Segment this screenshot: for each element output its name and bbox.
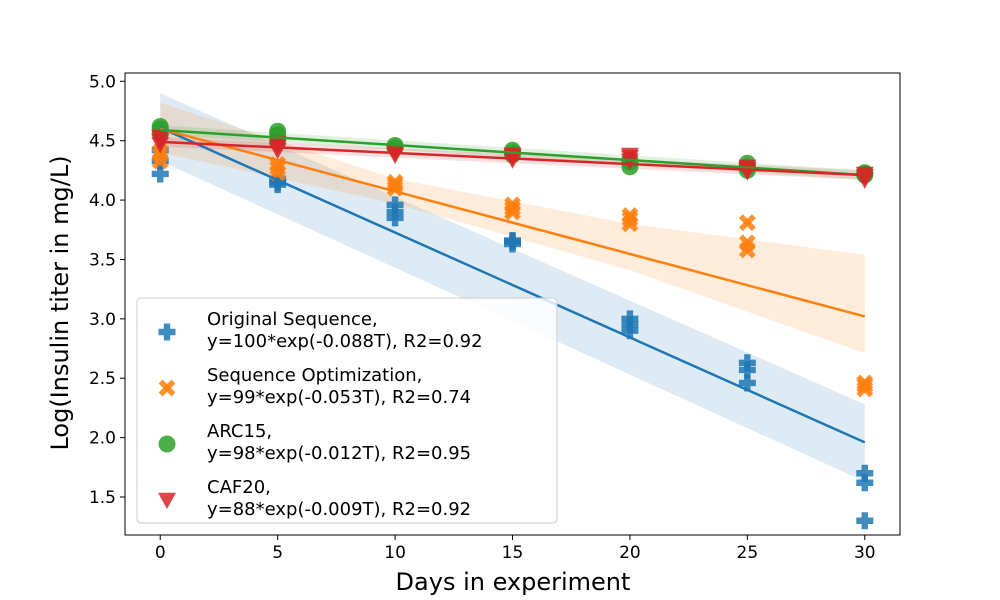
y-tick-label-2: 2.5 [89, 369, 116, 389]
x-tick-label-3: 15 [502, 543, 524, 563]
data-point-s0-19 [856, 474, 874, 492]
data-point-s0-20 [856, 464, 874, 482]
y-tick-label-0: 1.5 [89, 488, 116, 508]
data-point-s0-14 [621, 310, 639, 328]
y-tick-label-6: 4.5 [89, 132, 116, 152]
fit-line-2 [160, 128, 865, 177]
data-point-s0-8 [386, 196, 404, 214]
data-point-s0-18 [856, 512, 874, 530]
x-tick-label-1: 5 [272, 543, 283, 563]
ci-band-0 [160, 93, 865, 482]
data-point-s1-17 [738, 214, 756, 232]
x-tick-label-0: 0 [155, 543, 166, 563]
x-axis-title: Days in experiment [396, 568, 631, 596]
y-tick-label-3: 3.0 [89, 310, 116, 330]
data-points [151, 117, 874, 530]
x-axis-ticks: 0 5 10 15 20 25 30 [155, 535, 876, 563]
data-point-s3-2 [151, 129, 170, 147]
legend-marker-1 [158, 379, 176, 397]
legend-label-1: Sequence Optimization, [207, 365, 422, 386]
data-point-s0-11 [504, 231, 521, 249]
data-point-s1-14 [621, 207, 639, 224]
legend-label-2: ARC15, [207, 421, 272, 442]
fit-lines [159, 126, 866, 444]
data-point-s0-15 [738, 374, 756, 392]
legend-fit-label-2: y=98*exp(-0.012T), R2=0.95 [207, 443, 471, 464]
data-point-s1-16 [738, 234, 756, 252]
legend-label-3: CAF20, [207, 477, 271, 498]
y-tick-label-5: 4.0 [89, 191, 116, 211]
x-tick-label-5: 25 [737, 543, 759, 563]
y-tick-label-4: 3.5 [89, 250, 116, 270]
data-point-s2-5 [269, 122, 287, 140]
x-tick-label-4: 20 [619, 543, 641, 563]
data-point-s0-0 [151, 165, 169, 183]
legend-marker-0 [158, 323, 176, 341]
fit-line-0 [159, 126, 866, 444]
data-point-s3-5 [268, 135, 287, 153]
legend-fit-label-0: y=100*exp(-0.088T), R2=0.92 [207, 331, 483, 352]
data-point-s0-5 [269, 170, 287, 188]
data-point-s1-8 [386, 173, 404, 191]
data-point-s1-11 [504, 196, 521, 214]
x-tick-label-2: 10 [384, 543, 406, 563]
legend: Original Sequence,y=100*exp(-0.088T), R2… [136, 297, 558, 524]
data-point-s0-17 [738, 354, 756, 372]
legend-fit-label-3: y=88*exp(-0.009T), R2=0.92 [207, 499, 471, 520]
legend-label-0: Original Sequence, [207, 309, 378, 330]
y-tick-label-7: 5.0 [89, 72, 116, 92]
legend-marker-2 [158, 435, 176, 453]
data-point-s1-20 [856, 374, 874, 392]
legend-box [136, 297, 558, 524]
fit-line-3 [160, 140, 865, 177]
legend-marker-3 [158, 492, 176, 509]
y-axis-title: Log(Insulin titer in mg/L) [46, 155, 74, 450]
ci-band-1 [160, 102, 865, 354]
data-point-s3-13 [620, 147, 639, 164]
x-tick-label-6: 30 [854, 543, 876, 563]
fit-line-1 [159, 127, 866, 318]
y-tick-label-1: 2.0 [89, 429, 116, 449]
legend-fit-label-1: y=99*exp(-0.053T), R2=0.74 [207, 387, 471, 408]
y-axis-ticks: 1.5 2.0 2.5 3.0 3.5 4.0 4.5 5.0 [89, 72, 125, 508]
